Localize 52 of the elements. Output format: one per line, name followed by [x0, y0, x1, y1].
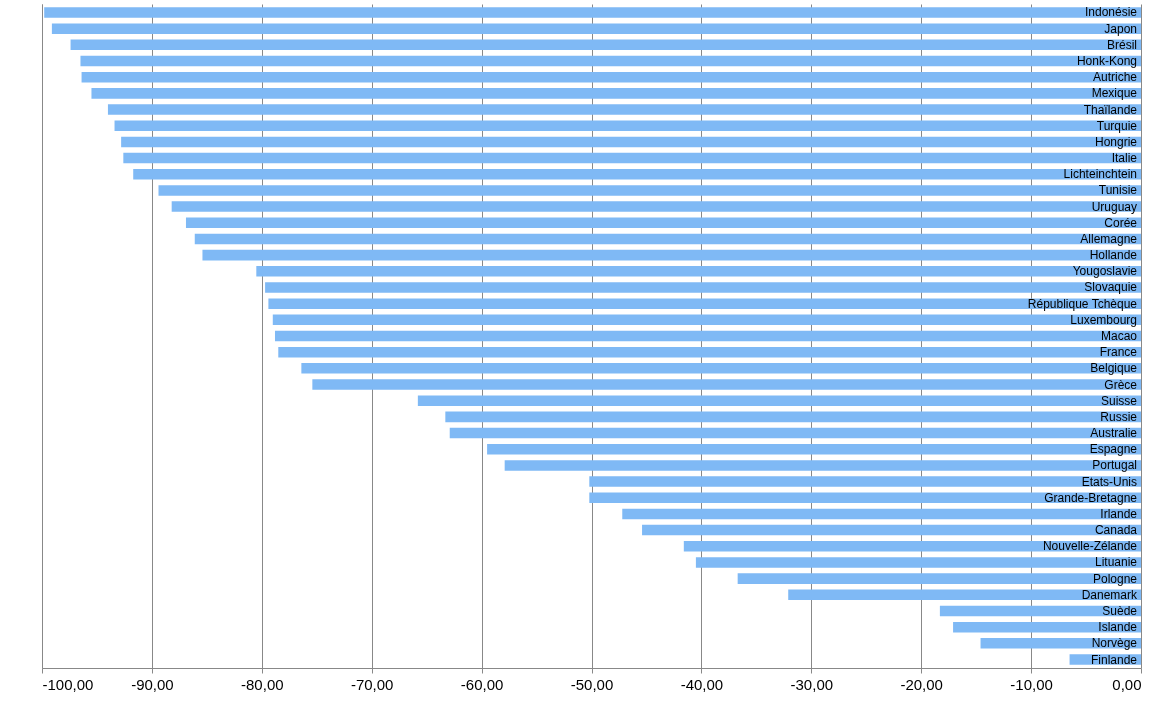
y-tick-label: Australie — [1090, 426, 1138, 441]
y-tick-label: Grande-Bretagne — [1044, 490, 1138, 505]
x-tick-label: -60,00 — [460, 675, 504, 693]
y-tick-label: Macao — [1100, 329, 1138, 343]
y-tick-label: Brésil — [1106, 37, 1137, 52]
x-tick-label: -10,00 — [1010, 675, 1053, 693]
x-tick-label: -80,00 — [241, 675, 284, 693]
y-tick-label: Japon — [1104, 21, 1137, 36]
y-tick-label: Autriche — [1092, 70, 1138, 85]
x-tick-label: -90,00 — [131, 675, 174, 693]
x-tick-label: -100,00 — [42, 675, 94, 693]
x-tick-label: -20,00 — [900, 675, 943, 693]
y-tick-label: Allemagne — [1080, 231, 1138, 246]
x-tick-label: -30,00 — [790, 675, 834, 693]
y-tick-label: Finlande — [1090, 652, 1138, 667]
y-tick-label: Indonésie — [1084, 5, 1138, 20]
y-tick-label: Honk-Kong — [1076, 54, 1137, 69]
y-tick-label: Italie — [1111, 151, 1138, 166]
y-tick-label: Corée — [1104, 215, 1138, 230]
y-tick-label: Belgique — [1090, 361, 1138, 376]
y-tick-label: Suisse — [1100, 393, 1138, 408]
y-tick-label: Nouvelle-Zélande — [1042, 539, 1138, 554]
y-tick-label: Uruguay — [1091, 199, 1137, 214]
y-tick-label: Thaïlande — [1083, 102, 1138, 117]
y-tick-label: Tunisie — [1098, 183, 1138, 198]
y-tick-label: Luxembourg — [1070, 312, 1137, 327]
y-tick-label: Lituanie — [1094, 555, 1138, 570]
y-tick-label: Espagne — [1089, 442, 1138, 457]
y-tick-label: Irlande — [1100, 506, 1138, 521]
y-tick-label: Portugal — [1092, 458, 1137, 473]
y-tick-label: Yougoslavie — [1072, 264, 1138, 279]
y-tick-label: Danemark — [1081, 587, 1138, 602]
y-tick-label: Etats-Unis — [1081, 474, 1137, 489]
y-tick-label: Turquie — [1096, 118, 1138, 133]
y-tick-label: République Tchèque — [1027, 296, 1138, 311]
y-tick-label: Russie — [1100, 409, 1138, 424]
y-tick-label: Pologne — [1092, 571, 1138, 586]
y-tick-label: Islande — [1098, 620, 1138, 635]
y-tick-label: Grèce — [1104, 377, 1138, 392]
x-tick-label: 0,00 — [1112, 675, 1142, 693]
x-tick-label: -50,00 — [570, 675, 614, 693]
y-tick-label: France — [1099, 345, 1138, 360]
y-tick-label: Hollande — [1089, 248, 1138, 263]
y-tick-label: Slovaquie — [1084, 280, 1138, 295]
y-tick-label: Mexique — [1091, 86, 1138, 101]
x-tick-label: -70,00 — [350, 675, 394, 693]
y-tick-label: Lichteinchtein — [1063, 167, 1137, 182]
y-tick-label: Hongrie — [1094, 134, 1138, 149]
y-tick-label: Canada — [1094, 523, 1138, 538]
y-tick-label: Suède — [1102, 603, 1138, 618]
x-tick-label: -40,00 — [680, 675, 724, 693]
y-tick-label: Norvège — [1091, 636, 1138, 651]
